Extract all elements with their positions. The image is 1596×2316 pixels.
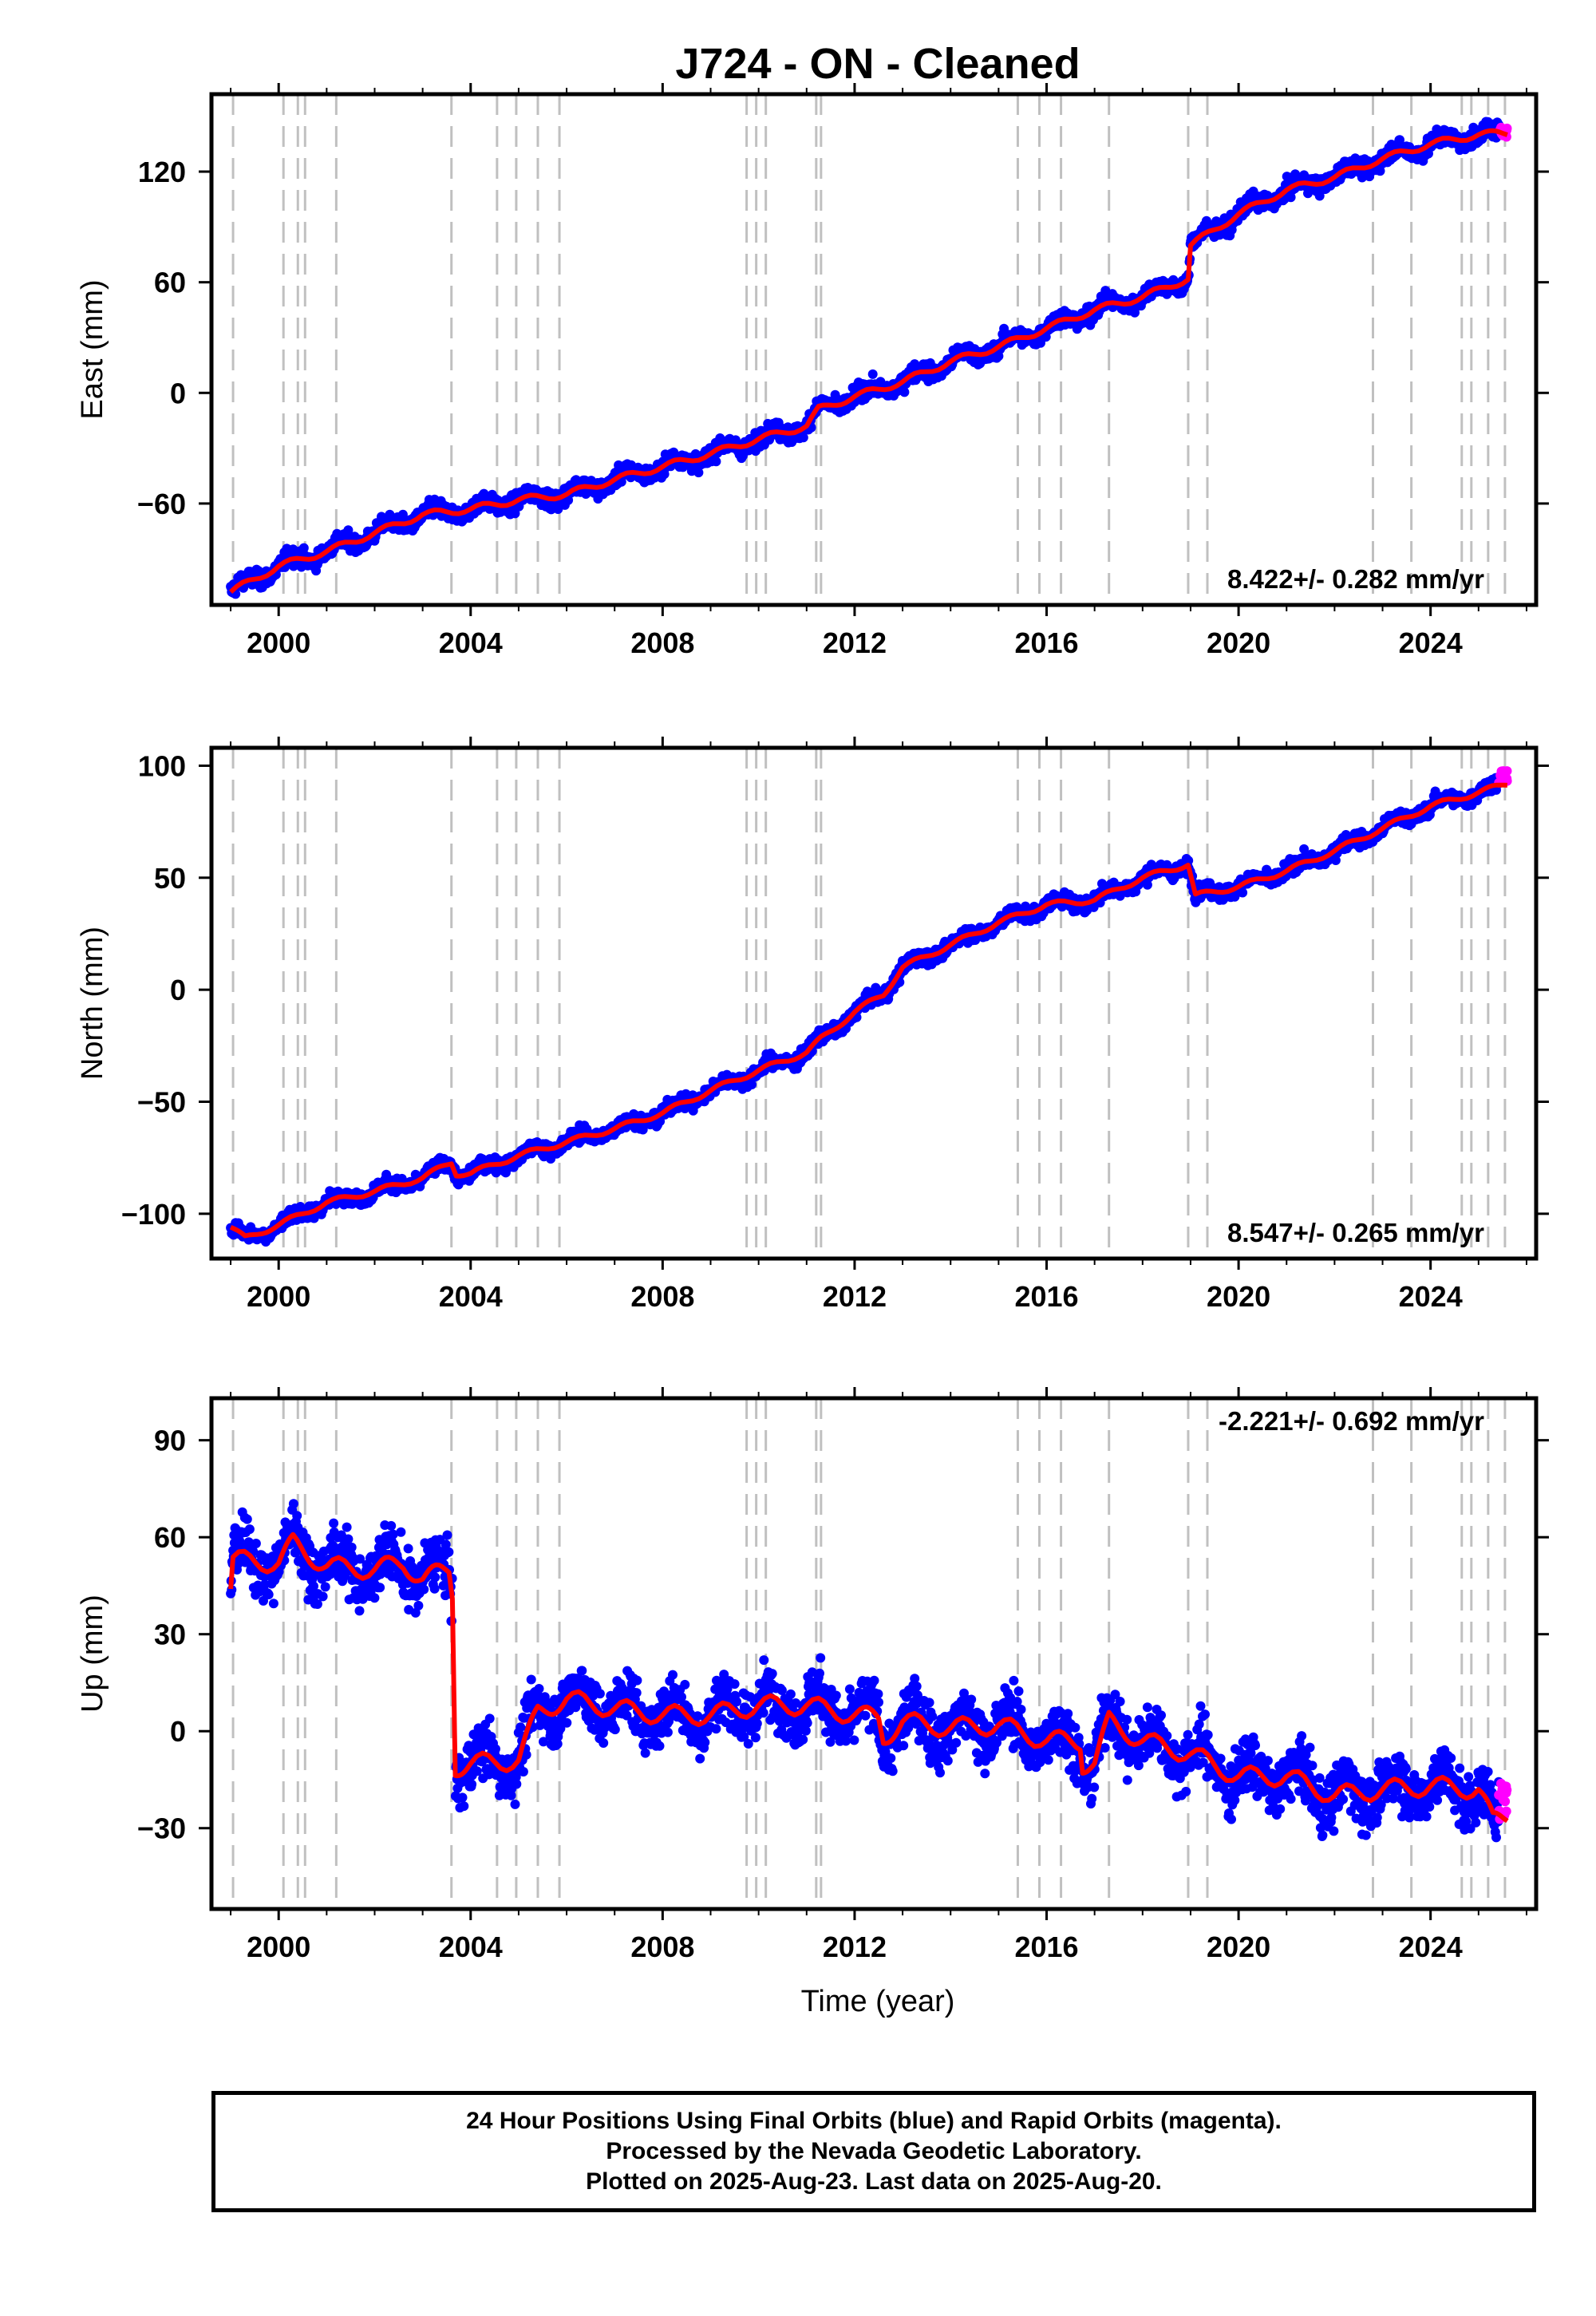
north-panel: 2000 2004 2008 2012 2016 2020 2024−100−5005010…	[76, 737, 1549, 1313]
x-tick-label: 2020	[1207, 626, 1270, 659]
y-tick-label: 0	[170, 377, 186, 409]
final-orbit-point	[711, 456, 721, 467]
final-orbit-point	[693, 468, 704, 478]
final-orbit-point	[867, 369, 878, 379]
final-orbit-point	[1142, 879, 1152, 890]
y-tick-label: 120	[138, 156, 186, 188]
final-orbit-point	[1286, 192, 1296, 203]
final-orbit-point	[899, 387, 910, 397]
final-orbit-point	[1375, 166, 1385, 176]
x-tick-label: 2000	[247, 626, 310, 659]
x-tick-label: 2008	[630, 626, 694, 659]
final-orbit-point	[747, 1080, 757, 1089]
final-orbit-point	[298, 543, 309, 553]
model-fit-line	[229, 128, 1508, 594]
final-orbit-point	[563, 495, 574, 505]
final-orbit-points	[226, 773, 1504, 1247]
y-tick-label: −60	[137, 488, 186, 520]
plot-frame	[209, 92, 1539, 607]
rate-label: 8.422+/- 0.282 mm/yr	[1227, 564, 1484, 594]
x-tick-label: 2024	[1399, 626, 1463, 659]
x-tick-label: 2016	[1014, 626, 1078, 659]
east-panel: 2000 2004 2008 2012 2016 2020 2024 −60 0 60 120 Eas…	[76, 83, 1549, 659]
final-orbit-points	[226, 117, 1504, 599]
x-tick-label: 2004	[439, 626, 503, 659]
y-axis-label: East (mm)	[76, 279, 109, 419]
event-lines	[231, 748, 1507, 1259]
y-tick-label: 60	[154, 267, 186, 299]
final-orbit-point	[1183, 856, 1194, 866]
x-tick-label: 2012	[823, 626, 887, 659]
chart-title: J724 - ON - Cleaned	[675, 40, 1080, 88]
final-orbit-point	[1238, 887, 1248, 898]
event-lines	[231, 94, 1507, 605]
final-orbit-point	[510, 508, 520, 519]
final-orbit-point	[798, 433, 808, 443]
final-orbit-point	[1299, 844, 1310, 854]
